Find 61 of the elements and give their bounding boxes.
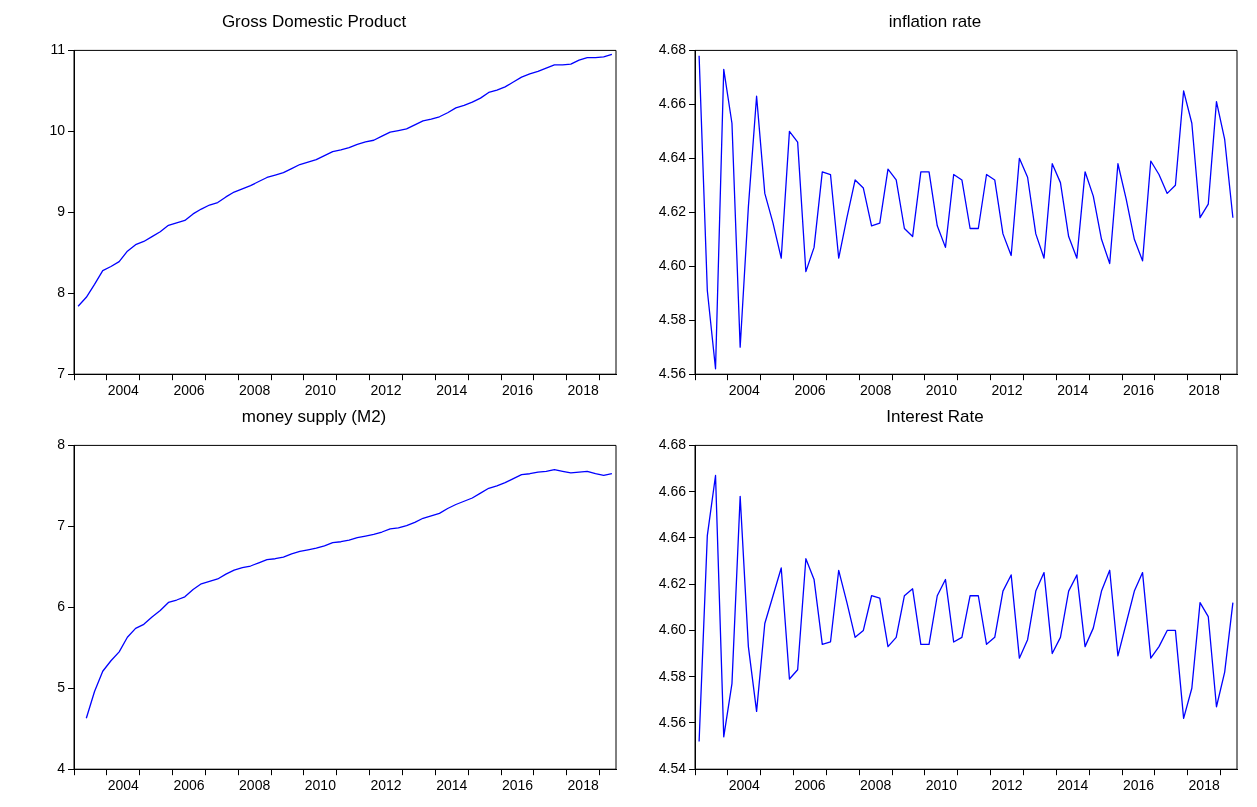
chart-title: money supply (M2) [241,406,387,426]
x-tick-label: 2010 [925,777,958,794]
x-tick-label: 2016 [501,777,534,794]
y-tick-label: 5 [57,679,66,696]
y-tick-label: 4.58 [658,311,687,328]
x-tick-label: 2006 [794,382,826,399]
y-tick-label: 4.68 [658,436,687,453]
x-tick-label: 2006 [173,382,205,399]
x-tick-label: 2014 [1057,777,1089,794]
x-tick-label: 2010 [925,382,958,399]
y-tick-label: 4.54 [658,760,687,777]
chart-title: Gross Domestic Product [221,11,407,31]
y-tick-label: 4.64 [658,528,687,545]
x-tick-label: 2018 [567,382,599,399]
x-tick-label: 2012 [370,777,402,794]
x-tick-label: 2006 [794,777,826,794]
x-tick-label: 2004 [728,382,761,399]
x-tick-label: 2014 [436,777,468,794]
y-tick-label: 7 [57,365,66,382]
x-tick-label: 2016 [501,382,534,399]
x-tick-label: 2008 [239,382,271,399]
x-tick-label: 2010 [304,382,337,399]
y-tick-label: 4.66 [658,482,687,499]
y-tick-label: 4.58 [658,667,687,684]
x-tick-label: 2014 [436,382,468,399]
x-tick-label: 2016 [1122,382,1155,399]
x-tick-label: 2006 [173,777,205,794]
x-tick-label: 2012 [991,777,1023,794]
y-tick-label: 4.60 [658,257,687,274]
y-tick-label: 4 [57,760,66,777]
y-tick-label: 6 [57,598,66,615]
y-tick-label: 10 [49,122,66,139]
x-tick-label: 2018 [1188,382,1220,399]
y-tick-label: 8 [57,284,66,301]
y-tick-label: 4.64 [658,149,687,166]
x-tick-label: 2004 [107,382,140,399]
x-tick-label: 2010 [304,777,337,794]
x-tick-label: 2008 [860,777,892,794]
y-tick-label: 4.56 [658,365,687,382]
y-tick-label: 4.56 [658,713,687,730]
x-tick-label: 2008 [860,382,892,399]
x-tick-label: 2014 [1057,382,1089,399]
x-tick-label: 2018 [1188,777,1220,794]
y-tick-label: 4.68 [658,41,687,58]
y-tick-label: 4.66 [658,95,687,112]
x-tick-label: 2018 [567,777,599,794]
x-tick-label: 2012 [991,382,1023,399]
x-tick-label: 2004 [728,777,761,794]
x-tick-label: 2012 [370,382,402,399]
y-tick-label: 8 [57,436,66,453]
x-tick-label: 2008 [239,777,271,794]
y-tick-label: 4.62 [658,203,687,220]
x-tick-label: 2016 [1122,777,1155,794]
y-tick-label: 7 [57,517,66,534]
y-tick-label: 9 [57,203,66,220]
chart-title: Interest Rate [886,406,984,426]
x-tick-label: 2004 [107,777,140,794]
chart-title: inflation rate [888,11,982,31]
y-tick-label: 4.60 [658,621,687,638]
y-tick-label: 11 [50,41,66,58]
y-tick-label: 4.62 [658,575,687,592]
